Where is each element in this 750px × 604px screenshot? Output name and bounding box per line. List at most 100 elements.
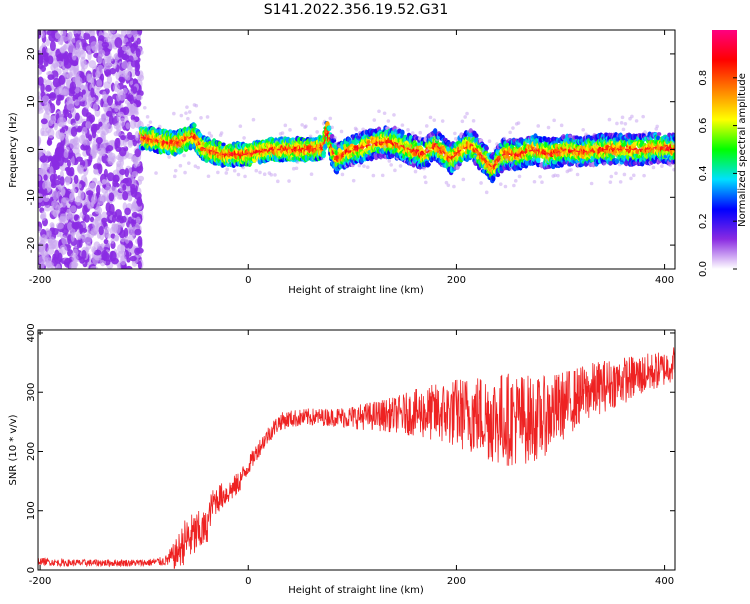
spectrogram-noise-cell: [80, 143, 89, 151]
spectrogram-noise-cell: [81, 232, 86, 240]
spectrogram-noise-cell: [130, 187, 138, 198]
spectrogram-noise-cell: [129, 119, 137, 130]
spectrogram-faint-cell: [575, 172, 580, 177]
spectrogram-faint-cell: [513, 179, 518, 183]
spectrogram-faint-cell: [362, 164, 366, 168]
spectrogram-noise-cell: [74, 73, 81, 84]
spectrogram-noise-cell: [55, 222, 64, 230]
spectrogram-faint-cell: [167, 155, 171, 159]
spectrogram-faint-cell: [413, 169, 418, 174]
spectrogram-noise-cell: [104, 62, 112, 70]
spectrogram-noise-cell: [92, 219, 99, 230]
spectrogram-noise-cell: [124, 207, 131, 216]
spectrogram-noise-cell: [91, 246, 96, 253]
spectrogram-noise-cell: [131, 30, 138, 37]
spectrogram-noise-cell: [137, 175, 145, 182]
spectrogram-ridge-cell: [338, 148, 343, 154]
spectrogram-noise-cell: [98, 121, 103, 127]
spectrogram-noise-cell: [108, 56, 114, 62]
spectrogram-noise-cell: [79, 190, 85, 201]
spectrogram-noise-cell: [96, 79, 103, 87]
spectrogram-noise-cell: [59, 128, 66, 134]
spectrogram-faint-cell: [273, 173, 277, 177]
spectrogram-noise-cell: [67, 148, 74, 159]
spectrogram-noise-cell: [46, 30, 54, 36]
spectrogram-noise-cell: [47, 55, 54, 65]
spectrogram-noise-cell: [90, 41, 99, 51]
spectrogram-faint-cell: [172, 111, 176, 116]
spectrogram-noise-cell: [90, 229, 98, 237]
spectrogram-noise-cell: [131, 171, 139, 178]
spectrogram-ridge-cell: [574, 135, 579, 140]
spectrogram-faint-cell: [508, 130, 512, 135]
spectrogram-noise-cell: [82, 32, 91, 40]
spectrogram-noise-cell: [114, 106, 119, 113]
spectrogram-noise-cell: [136, 196, 143, 207]
spectrogram-faint-cell: [423, 175, 427, 179]
spectrogram-faint-cell: [371, 173, 376, 178]
spectrogram-noise-cell: [98, 35, 105, 41]
spectrogram-noise-cell: [82, 138, 88, 146]
spectrogram-faint-cell: [465, 111, 469, 116]
spectrogram-noise-cell: [73, 174, 79, 184]
spectrogram-noise-cell: [95, 70, 101, 78]
spectrogram-noise-cell: [101, 41, 110, 48]
spectrogram-faint-cell: [182, 153, 186, 158]
spectrogram-faint-cell: [276, 179, 280, 184]
spectrogram-faint-cell: [291, 166, 296, 171]
spectrogram-noise-cell: [105, 110, 113, 117]
spectrogram-noise-cell: [43, 188, 48, 196]
spectrogram-faint-cell: [389, 163, 393, 167]
spectrogram-noise-cell: [109, 67, 117, 75]
spectrogram-noise-cell: [39, 155, 48, 163]
spectrogram-noise-cell: [49, 40, 56, 52]
spectrogram-noise-cell: [102, 101, 109, 113]
spectrogram-noise-cell: [80, 49, 86, 60]
spectrogram-noise-cell: [64, 166, 72, 172]
spectrogram-noise-cell: [109, 250, 117, 262]
spectrogram-noise-cell: [60, 36, 69, 42]
spectrogram-noise-cell: [119, 158, 124, 167]
spectrogram-noise-cell: [117, 91, 126, 101]
spectrogram-faint-cell: [393, 168, 397, 173]
spectrogram-noise-cell: [59, 207, 67, 214]
spectrogram-faint-cell: [187, 161, 191, 165]
spectrogram-faint-cell: [262, 172, 267, 177]
spectrogram-noise-cell: [117, 262, 122, 269]
spectrogram-faint-cell: [461, 177, 466, 182]
spectrogram-noise-cell: [56, 94, 63, 101]
spectrogram-noise-cell: [47, 128, 55, 139]
spectrogram-faint-cell: [428, 115, 433, 120]
spectrogram-faint-cell: [372, 118, 377, 122]
spectrogram-noise-cell: [96, 40, 104, 51]
spectrogram-noise-cell: [70, 107, 77, 118]
spectrogram-noise-cell: [125, 75, 131, 81]
spectrogram-faint-cell: [184, 111, 188, 115]
spectrogram-noise-cell: [80, 60, 89, 70]
spectrogram-noise-cell: [65, 208, 72, 220]
spectrogram-noise-cell: [42, 256, 49, 267]
spectrogram-noise-cell: [45, 84, 53, 92]
spectrogram-faint-cell: [351, 178, 356, 183]
spectrogram-noise-cell: [47, 230, 52, 238]
spectrogram-noise-cell: [38, 226, 42, 233]
spectrogram-ridge-cell: [192, 123, 197, 128]
spectrogram-faint-cell: [330, 125, 334, 130]
spectrogram-noise-cell: [129, 94, 134, 105]
spectrogram-faint-cell: [148, 120, 153, 124]
spectrogram-faint-cell: [216, 170, 220, 175]
spectrogram-faint-cell: [186, 116, 190, 121]
spectrogram-noise-cell: [113, 223, 118, 234]
spectrogram-noise-cell: [119, 217, 125, 224]
spectrogram-noise-cell: [52, 189, 58, 201]
spectrogram-noise-cell: [38, 107, 44, 114]
spectrogram-faint-cell: [294, 166, 299, 171]
spectrogram-faint-cell: [236, 172, 241, 177]
spectrogram-noise-cell: [88, 96, 93, 108]
spectrogram-noise-cell: [105, 185, 112, 192]
spectrogram-faint-cell: [172, 174, 177, 179]
spectrogram-faint-cell: [559, 123, 564, 128]
spectrogram-noise-cell: [89, 30, 95, 37]
spectrogram-faint-cell: [333, 136, 337, 140]
